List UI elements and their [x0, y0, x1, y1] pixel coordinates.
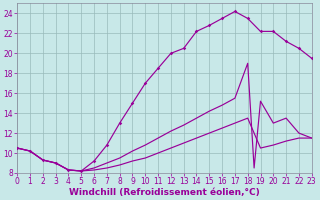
X-axis label: Windchill (Refroidissement éolien,°C): Windchill (Refroidissement éolien,°C) [69, 188, 260, 197]
